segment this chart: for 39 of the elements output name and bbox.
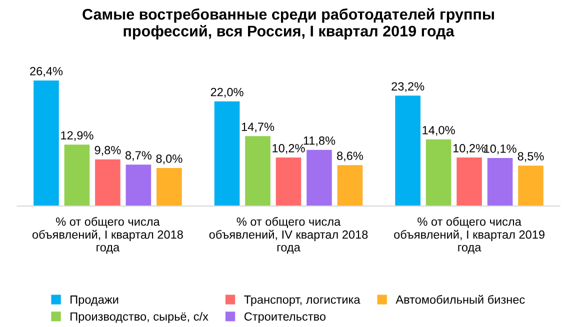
bar [95, 159, 120, 206]
bar [156, 168, 182, 206]
bar [276, 158, 302, 206]
legend-label: Продажи [70, 296, 118, 306]
bar [395, 96, 420, 206]
data-label: 8,0% [156, 154, 182, 164]
data-label: 10,2% [272, 144, 305, 154]
x-tick-label: % от общего числа объявлений, I квартал 2019 года [394, 217, 544, 254]
bar [245, 136, 270, 206]
bar [456, 158, 482, 206]
bar [64, 144, 90, 206]
legend-label: Строительство [244, 312, 326, 324]
x-tick-label: % от общего числа объявлений, IV квартал 2018 года [209, 217, 368, 254]
legend-label: Транспорт, логистика [244, 296, 360, 306]
data-label: 8,5% [518, 152, 544, 162]
legend-label: Производство, сырьё, с/х [70, 312, 208, 324]
data-label: 23,2% [392, 82, 424, 92]
bar [126, 164, 152, 206]
data-label: 12,9% [61, 131, 94, 141]
data-label: 8,7% [126, 151, 152, 161]
legend-label: Автомобильный бизнес [396, 294, 525, 304]
data-label: 10,1% [484, 144, 516, 154]
data-label: 9,8% [94, 146, 121, 156]
data-label: 22,0% [210, 88, 244, 98]
data-label: 10,2% [453, 144, 486, 154]
data-label: 14,7% [242, 122, 274, 132]
data-label: 26,4% [30, 66, 63, 77]
bar [306, 150, 332, 206]
bar [487, 158, 513, 206]
bar [34, 80, 59, 206]
x-tick-label: % от общего числа объявлений, I квартал 2018 года [32, 217, 183, 254]
bar [337, 165, 363, 206]
bar [426, 139, 452, 206]
data-label: 11,8% [304, 136, 336, 146]
bar [214, 101, 240, 206]
data-label: 14,0% [422, 126, 455, 136]
chart-title: Самые востребованные среди работодателей группы профессий, вся Россия, I квартал 2019 года [82, 8, 494, 40]
data-label: 8,6% [337, 152, 364, 162]
bar [518, 166, 544, 206]
